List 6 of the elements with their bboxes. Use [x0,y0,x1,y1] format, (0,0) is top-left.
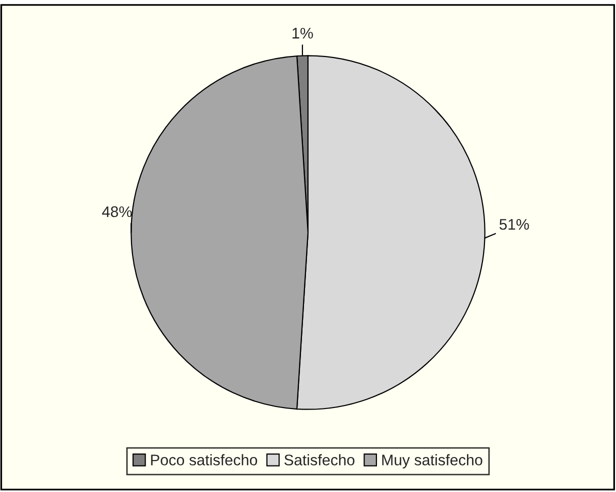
data-label: 1% [292,28,313,39]
legend-label: Muy satisfecho [382,454,482,468]
data-label: 48% [102,206,132,218]
data-label: 51% [500,219,529,230]
legend-label: Satisfecho [284,454,354,466]
legend-label: Poco satisfecho [151,454,258,466]
